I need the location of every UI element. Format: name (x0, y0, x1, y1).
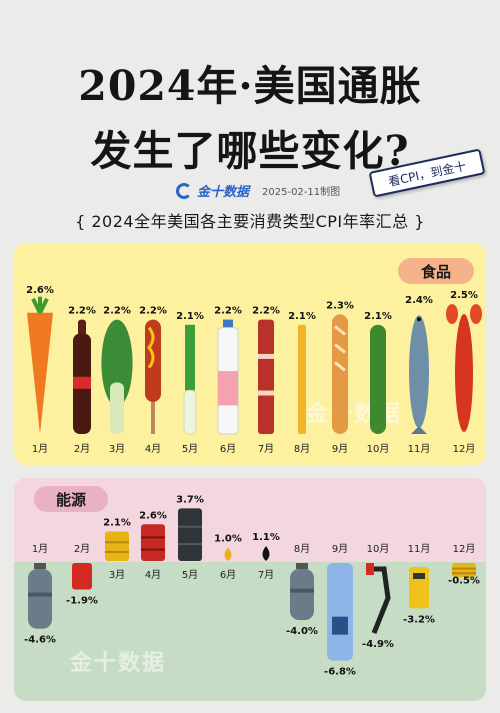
energy-bar-icon (178, 508, 202, 561)
food-bar-icon (298, 324, 306, 434)
page-title-line1: 2024年·美国通胀 (78, 62, 422, 110)
energy-value-label: -4.0% (286, 626, 318, 637)
food-value-label: 2.1% (288, 311, 316, 322)
food-bar-icon (332, 314, 348, 434)
energy-value-label: -4.6% (24, 635, 56, 646)
energy-bar-icon (224, 547, 232, 561)
energy-month-label: 4月 (145, 569, 161, 581)
energy-value-label: 1.1% (252, 532, 280, 543)
energy-month-label: 8月 (294, 543, 310, 555)
energy-bar-icon (452, 563, 476, 577)
food-value-label: 2.2% (252, 306, 280, 317)
energy-month-label: 11月 (408, 543, 431, 555)
energy-month-label: 2月 (74, 543, 90, 555)
food-month-label: 2月 (74, 443, 90, 455)
food-bar-icon (409, 315, 429, 434)
energy-value-label: -4.9% (362, 639, 394, 650)
energy-value-label: 3.7% (176, 494, 204, 505)
food-month-label: 12月 (453, 443, 476, 455)
brand-name: 金十数据 (197, 185, 250, 200)
energy-bar-icon (28, 563, 52, 629)
energy-value-label: 2.1% (103, 518, 131, 529)
food-bar-icon (370, 324, 386, 434)
food-month-label: 1月 (32, 443, 48, 455)
chart-date: 2025-02-11制图 (262, 187, 341, 198)
energy-month-label: 5月 (182, 569, 198, 581)
food-bar-icon (183, 324, 197, 435)
food-bar-icon (446, 304, 482, 432)
food-value-label: 2.1% (176, 311, 204, 322)
food-month-label: 11月 (408, 443, 431, 455)
energy-month-label: 9月 (332, 543, 348, 555)
food-value-label: 2.6% (26, 285, 54, 296)
energy-month-label: 6月 (220, 569, 236, 581)
energy-bar-icon (262, 546, 270, 561)
energy-month-label: 1月 (32, 543, 48, 555)
energy-value-label: 2.6% (139, 510, 167, 521)
energy-month-label: 3月 (109, 569, 125, 581)
food-value-label: 2.2% (103, 306, 131, 317)
food-bar-icon (258, 319, 274, 434)
food-value-label: 2.1% (364, 311, 392, 322)
food-value-label: 2.2% (214, 306, 242, 317)
energy-value-label: -1.9% (66, 596, 98, 607)
energy-value-label: -6.8% (324, 667, 356, 678)
chart-subtitle: { 2024全年美国各主要消费类型CPI年率汇总 } (75, 212, 425, 231)
food-value-label: 2.2% (68, 306, 96, 317)
food-month-label: 10月 (367, 443, 390, 455)
food-month-label: 8月 (294, 443, 310, 455)
energy-section-tag: 能源 (34, 486, 108, 512)
energy-bar-icon (366, 563, 391, 634)
food-bar-icon (101, 319, 133, 434)
food-month-label: 9月 (332, 443, 348, 455)
energy-bar-icon (105, 531, 129, 561)
energy-value-label: -3.2% (403, 614, 435, 625)
food-bar-icon (73, 319, 91, 434)
energy-bar-icon (327, 563, 353, 661)
energy-month-label: 10月 (367, 543, 390, 555)
food-value-label: 2.4% (405, 295, 433, 306)
food-bar-icon (217, 319, 239, 435)
food-bar-icon (145, 319, 161, 434)
food-month-label: 3月 (109, 443, 125, 455)
energy-value-label: -0.5% (448, 575, 480, 586)
food-month-label: 7月 (258, 443, 274, 455)
food-month-label: 5月 (182, 443, 198, 455)
energy-panel-negative (14, 562, 486, 701)
energy-month-label: 7月 (258, 569, 274, 581)
brand-line: 金十数据 2025-02-11制图 (176, 181, 340, 200)
food-value-label: 2.5% (450, 290, 478, 301)
watermark: 金十数据 (70, 651, 167, 676)
energy-month-label: 12月 (453, 543, 476, 555)
food-month-label: 4月 (145, 443, 161, 455)
brand-logo-icon (176, 182, 192, 199)
food-value-label: 2.2% (139, 306, 167, 317)
energy-bar-icon (141, 524, 165, 561)
energy-bar-icon (72, 563, 92, 590)
food-section-tag: 食品 (398, 258, 474, 284)
energy-bar-icon (290, 563, 314, 620)
energy-bar-icon (409, 567, 429, 609)
energy-value-label: 1.0% (214, 534, 242, 545)
food-bar-icon (27, 296, 53, 434)
food-month-label: 6月 (220, 443, 236, 455)
page-title-line2: 发生了哪些变化? (90, 127, 410, 175)
food-value-label: 2.3% (326, 300, 354, 311)
